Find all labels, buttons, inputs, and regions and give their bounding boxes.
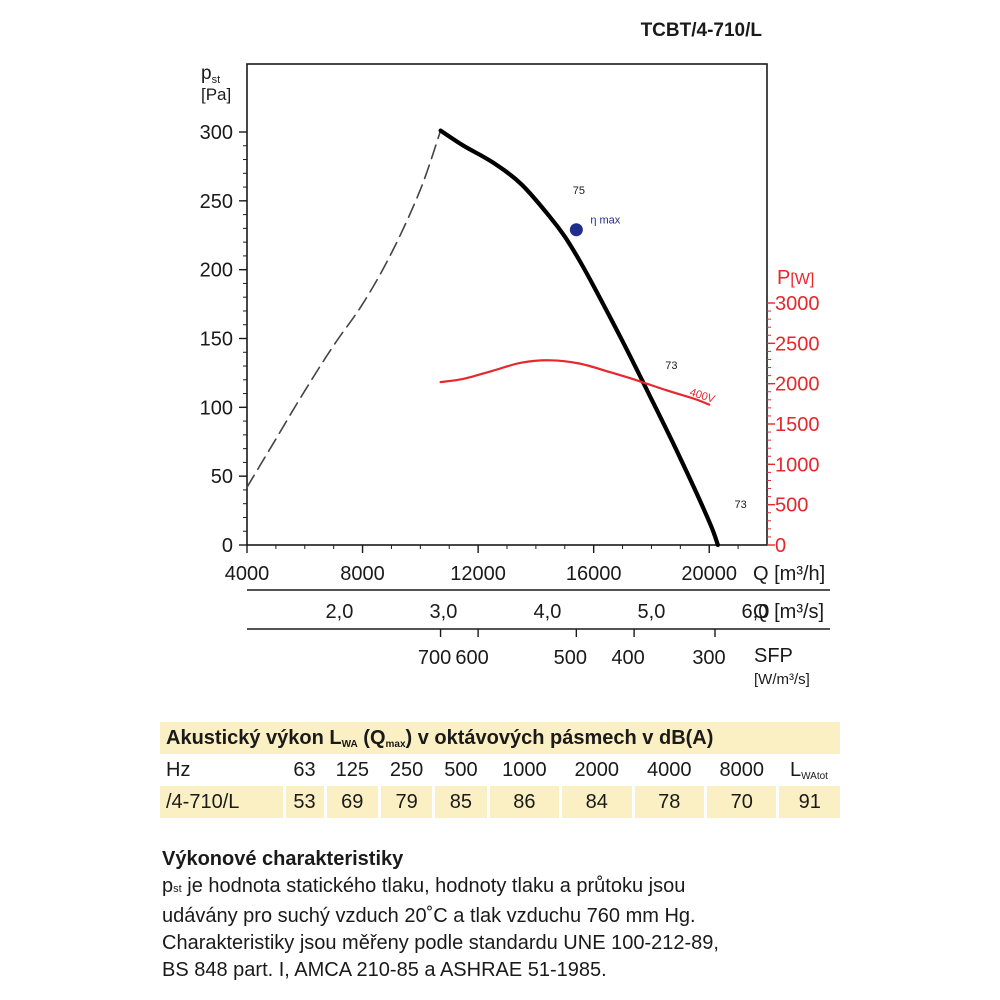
frequency-cell: 8000 xyxy=(719,758,764,781)
fan-curve-chart: TCBT/4-710/L 0 50 100 150 200 250 300 0 500 1000… xyxy=(200,20,830,688)
frequency-cell: 125 xyxy=(335,758,369,781)
x-m3s-tick-label: 6,0 xyxy=(742,601,770,623)
sfp-axis-label: SFP xyxy=(754,645,793,667)
y-left-label: pst xyxy=(201,63,220,86)
series-pressure-dashed xyxy=(246,129,442,488)
notes-line-2: udávány pro suchý vzduch 20˚C a tlak vzd… xyxy=(162,905,696,927)
acoustic-table-title: Akustický výkon LWA (Qmax) v oktávových … xyxy=(160,722,840,754)
y-left-tick-label: 0 xyxy=(222,535,233,557)
acoustic-value-cell: 86 xyxy=(488,786,563,818)
efficiency-label: 73 xyxy=(665,360,677,372)
x-m3h-tick-label: 4000 xyxy=(225,563,270,585)
y-left-tick-label: 300 xyxy=(200,122,233,144)
sfp-tick-label: 700 xyxy=(418,647,451,669)
sfp-tick-label: 400 xyxy=(611,647,644,669)
sfp-tick-label: 500 xyxy=(554,647,587,669)
frequency-cell: 63 xyxy=(293,758,316,781)
x-m3s-axis-label: Q [m³/s] xyxy=(753,601,824,623)
y-right-axis: 0 500 1000 1500 2000 2500 3000 xyxy=(767,293,820,557)
acoustic-value-cell: 79 xyxy=(379,786,436,818)
y-left-unit: [Pa] xyxy=(201,85,231,104)
sfp-axis-unit: [W/m³/s] xyxy=(754,671,810,688)
notes-line-1: pst je hodnota statického tlaku, hodnoty… xyxy=(162,875,686,897)
y-right-tick-label: 2000 xyxy=(775,374,820,396)
total-label-cell: LWAtot xyxy=(789,758,828,782)
chart-title: TCBT/4-710/L xyxy=(641,20,763,41)
series-power xyxy=(439,359,711,406)
x-m3s-tick-label: 2,0 xyxy=(326,601,354,623)
acoustic-power-table: Akustický výkon LWA (Qmax) v oktávových … xyxy=(160,722,840,818)
acoustic-value-cell: 53 xyxy=(284,786,327,818)
chart-annotations: 75 73 73 η max 400V xyxy=(569,185,747,511)
y-left-tick-label: 250 xyxy=(200,191,233,213)
hz-label: Hz xyxy=(166,758,191,781)
acoustic-value-cell: 85 xyxy=(433,786,490,818)
frequency-row: Hz 63 125 250 500 1000 2000 4000 8000 LWAtot xyxy=(160,754,840,786)
model-label: /4-710/L xyxy=(160,786,286,818)
frequency-cell: 4000 xyxy=(647,758,692,781)
efficiency-label: 73 xyxy=(735,499,747,511)
y-left-axis: 0 50 100 150 200 250 300 xyxy=(200,122,247,557)
x-m3s-tick-label: 5,0 xyxy=(638,601,666,623)
sfp-tick-label: 300 xyxy=(692,647,725,669)
y-right-tick-label: 1000 xyxy=(775,454,820,476)
x-m3h-tick-label: 8000 xyxy=(340,563,385,585)
frequency-cell: 250 xyxy=(389,758,424,781)
notes-heading: Výkonové charakteristiky xyxy=(162,848,404,870)
x-m3s-tick-label: 3,0 xyxy=(430,601,458,623)
eta-max-label: η max xyxy=(590,215,620,227)
y-left-tick-label: 200 xyxy=(200,260,233,282)
series-pressure xyxy=(438,128,720,548)
y-right-tick-label: 500 xyxy=(775,495,808,517)
acoustic-value-cell: 78 xyxy=(633,786,708,818)
y-right-tick-label: 0 xyxy=(775,535,786,557)
eta-max-point xyxy=(569,223,583,237)
x-m3s-tick-label: 4,0 xyxy=(534,601,562,623)
y-left-tick-label: 150 xyxy=(200,329,233,351)
chart-series xyxy=(246,128,720,548)
performance-notes: Výkonové charakteristiky pst je hodnota … xyxy=(162,846,862,984)
acoustic-value-cell: 70 xyxy=(705,786,780,818)
y-left-tick-label: 100 xyxy=(200,397,233,419)
x-m3h-tick-label: 16000 xyxy=(566,563,622,585)
y-right-tick-label: 1500 xyxy=(775,414,820,436)
x-axes: 4000 8000 12000 16000 20000 Q [m³/h] 2,0 3,0 4,0… xyxy=(225,545,830,688)
x-m3h-tick-label: 12000 xyxy=(450,563,506,585)
power-series-label: 400V xyxy=(688,386,717,406)
y-right-label: P[W] xyxy=(777,267,814,289)
y-left-tick-label: 50 xyxy=(211,466,233,488)
y-right-tick-label: 2500 xyxy=(775,333,820,355)
frequency-cell: 1000 xyxy=(502,758,547,781)
frequency-cell: 2000 xyxy=(574,758,620,781)
x-m3h-tick-label: 20000 xyxy=(681,563,737,585)
x-m3h-axis-label: Q [m³/h] xyxy=(753,563,825,585)
efficiency-label: 75 xyxy=(573,185,585,197)
notes-line-3: Charakteristiky jsou měřeny podle standa… xyxy=(162,932,719,954)
notes-line-4: BS 848 part. I, AMCA 210-85 a ASHRAE 51-… xyxy=(162,959,607,981)
frequency-cell: 500 xyxy=(444,758,478,781)
acoustic-value-cell: 84 xyxy=(560,786,635,818)
y-right-tick-label: 3000 xyxy=(775,293,820,315)
acoustic-value-cell: 69 xyxy=(325,786,381,818)
acoustic-total-cell: 91 xyxy=(777,786,840,818)
values-row: /4-710/L 53 69 79 85 86 84 78 70 91 xyxy=(160,786,840,818)
sfp-tick-label: 600 xyxy=(455,647,488,669)
